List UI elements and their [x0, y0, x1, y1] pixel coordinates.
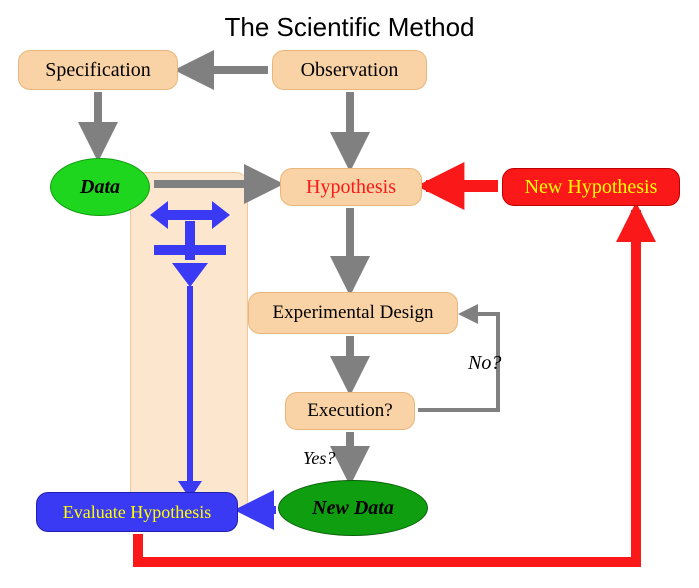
title-text: The Scientific Method	[224, 12, 474, 42]
diagram-title: The Scientific Method	[0, 12, 699, 43]
node-label: Specification	[45, 59, 151, 82]
node-evaluate-hypothesis: Evaluate Hypothesis	[36, 492, 238, 532]
node-execution: Execution?	[285, 392, 415, 430]
shade-region	[130, 172, 248, 512]
node-label: Data	[80, 176, 120, 199]
node-specification: Specification	[18, 50, 178, 90]
annotation-text: No?	[468, 352, 501, 375]
annotation-no: No?	[468, 352, 501, 375]
node-hypothesis: Hypothesis	[280, 168, 422, 206]
node-label: New Data	[312, 497, 394, 520]
node-observation: Observation	[272, 50, 427, 90]
node-label: New Hypothesis	[525, 176, 658, 199]
node-label: Execution?	[307, 400, 392, 422]
node-new-data: New Data	[278, 480, 428, 536]
annotation-text: Yes?	[303, 448, 335, 469]
node-label: Experimental Design	[273, 302, 434, 324]
node-label: Observation	[301, 59, 399, 82]
node-label: Evaluate Hypothesis	[63, 502, 211, 523]
node-data: Data	[50, 158, 150, 216]
node-experimental-design: Experimental Design	[248, 292, 458, 334]
annotation-yes: Yes?	[303, 448, 335, 469]
node-new-hypothesis: New Hypothesis	[502, 168, 680, 206]
node-label: Hypothesis	[306, 176, 396, 199]
